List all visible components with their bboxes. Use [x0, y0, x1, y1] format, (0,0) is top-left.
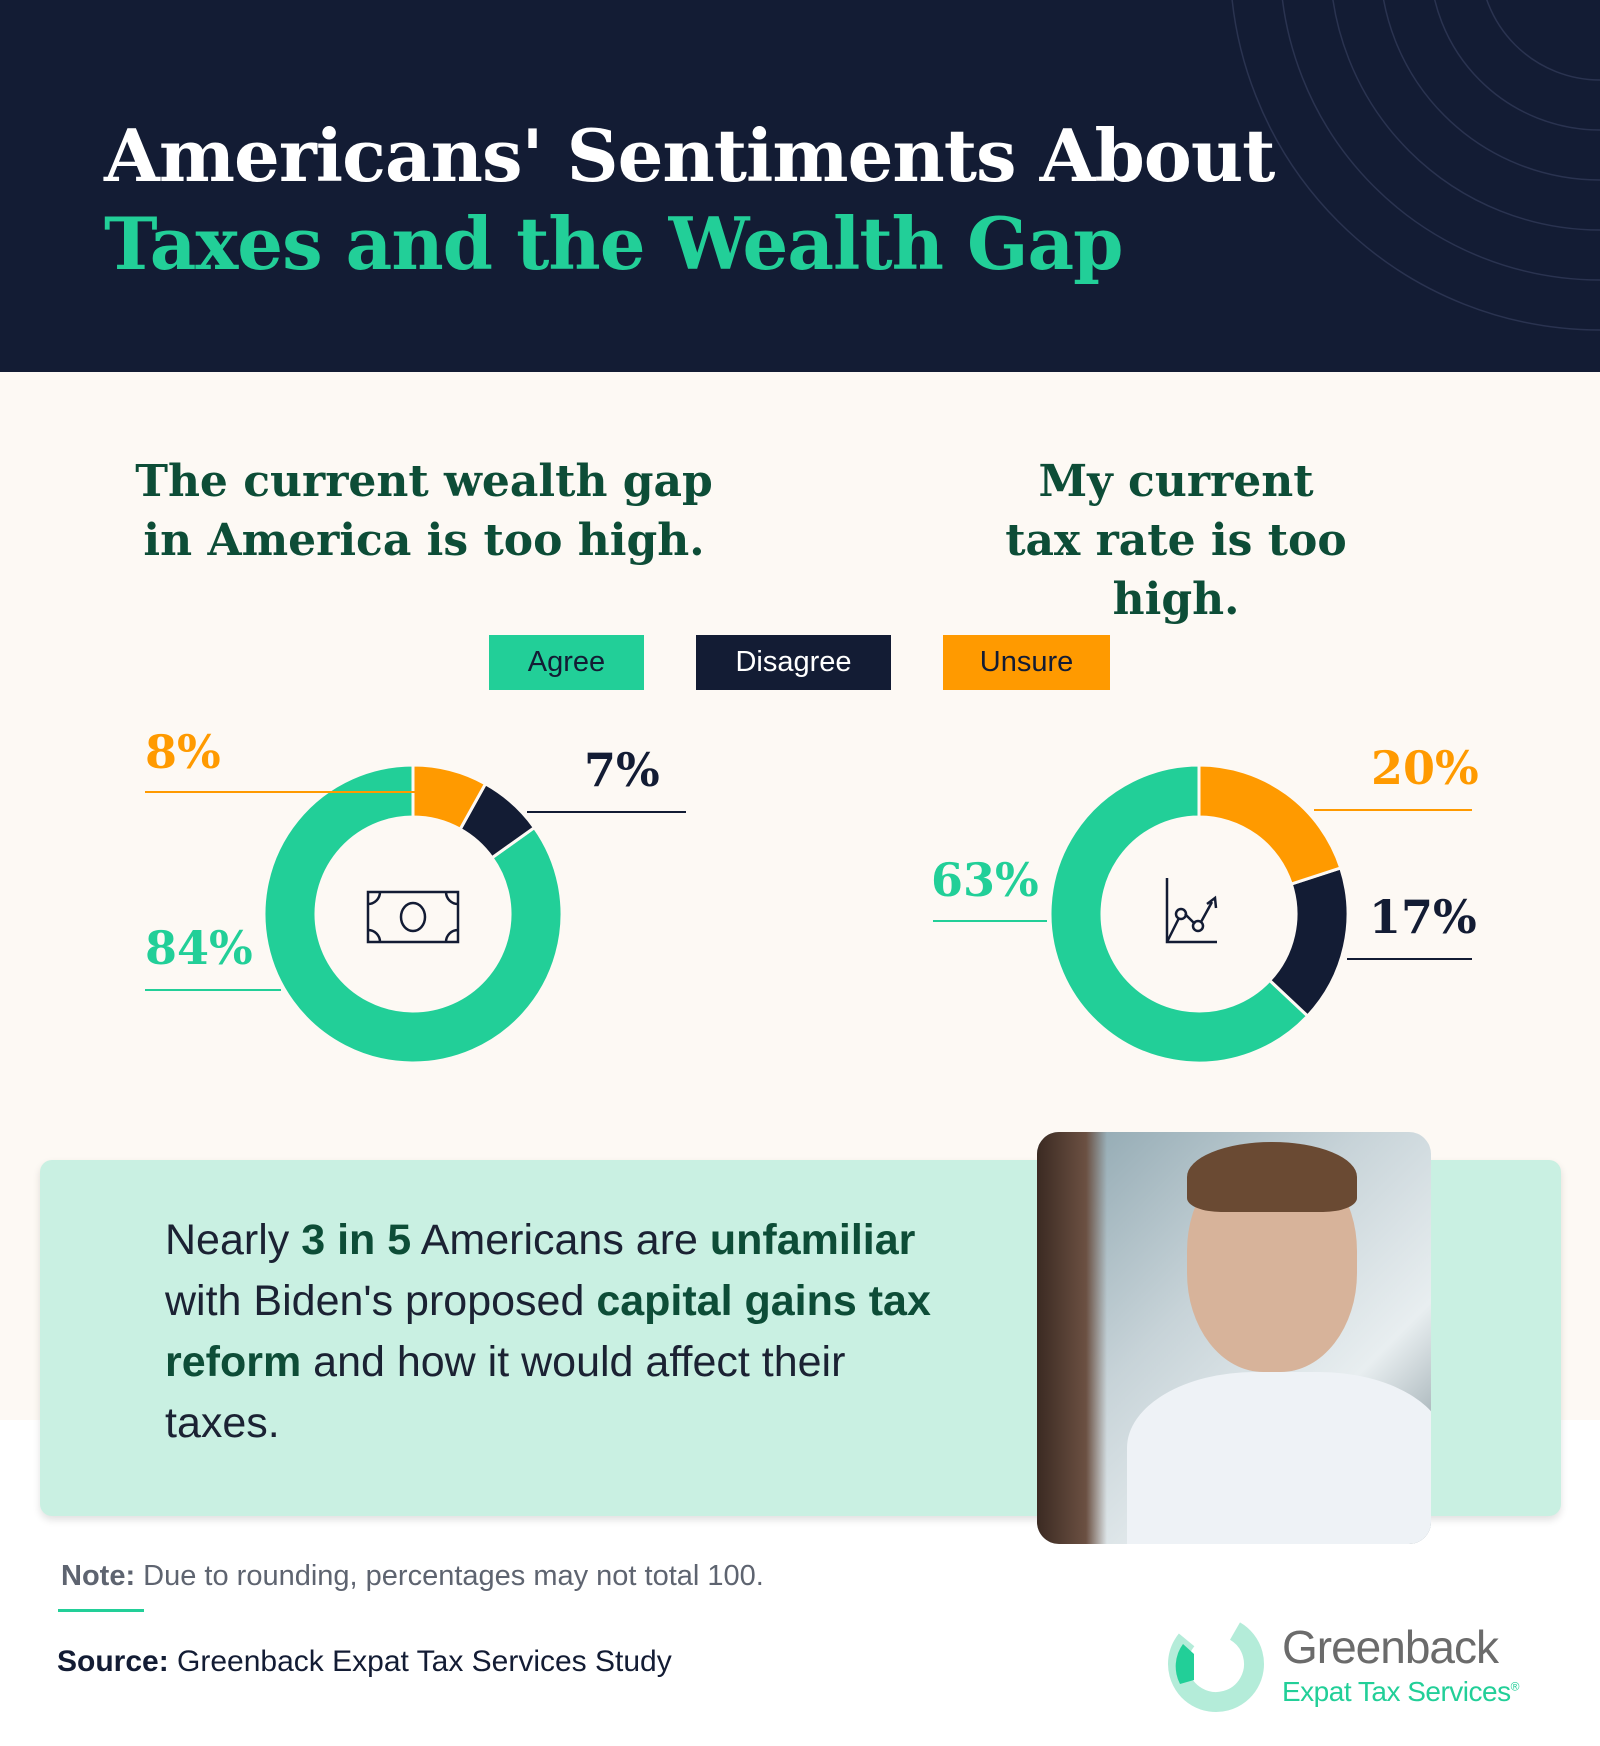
leader-line-agree: [145, 989, 281, 991]
donut-slice-agree: [263, 764, 563, 1064]
label-agree-pct: 63%: [931, 853, 1039, 907]
label-disagree-pct: 7%: [584, 743, 660, 797]
donut-slice-unsure: [411, 764, 488, 832]
leader-line-disagree: [1347, 958, 1472, 960]
callout-text: Nearly 3 in 5 Americans are unfamiliar w…: [165, 1216, 931, 1447]
source-text: Source: Greenback Expat Tax Services Stu…: [57, 1645, 672, 1678]
chart-1-title: The current wealth gap in America is too…: [135, 456, 713, 566]
leader-line-agree: [933, 920, 1047, 922]
leader-line-disagree: [527, 811, 686, 813]
donut-slice-disagree: [1267, 866, 1349, 1019]
line-chart-up-icon: [1165, 878, 1218, 944]
label-disagree-pct: 17%: [1369, 890, 1477, 944]
logo-subtitle: Expat Tax Services®: [1282, 1676, 1519, 1707]
legend-unsure: Unsure: [943, 635, 1110, 690]
header-banner: Americans' Sentiments About Taxes and th…: [0, 0, 1600, 372]
label-unsure-pct: 20%: [1371, 741, 1479, 795]
leader-line-unsure: [145, 791, 415, 793]
money-bill-icon: [366, 890, 460, 944]
donut-chart-tax-rate: [1049, 764, 1349, 1064]
legend-agree: Agree: [489, 635, 644, 690]
legend-disagree: Disagree: [696, 635, 891, 690]
note-underline: [58, 1609, 144, 1612]
logo-name: Greenback: [1282, 1621, 1499, 1673]
donut-slice-unsure: [1197, 764, 1343, 886]
donut-slice-disagree: [458, 781, 537, 860]
label-unsure-pct: 8%: [145, 725, 221, 779]
donut-chart-wealth-gap: [263, 764, 563, 1064]
page-title: Americans' Sentiments About Taxes and th…: [104, 112, 1275, 288]
donut-slice-agree: [1049, 764, 1310, 1064]
photo-thoughtful-man: [1037, 1132, 1431, 1544]
chart-2-title: My current tax rate is too high.: [1005, 456, 1347, 625]
title-line-1: Americans' Sentiments About: [104, 113, 1275, 198]
label-agree-pct: 84%: [145, 921, 253, 975]
note-text: Note: Due to rounding, percentages may n…: [61, 1560, 764, 1592]
title-line-2: Taxes and the Wealth Gap: [104, 201, 1124, 286]
greenback-logo-mark: [1168, 1616, 1264, 1712]
leader-line-unsure: [1314, 809, 1472, 811]
